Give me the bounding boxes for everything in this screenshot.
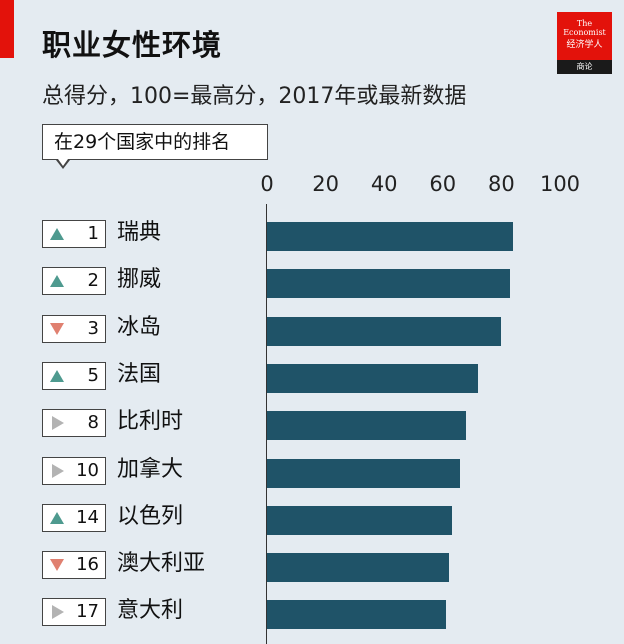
country-label: 比利时 [117,409,184,435]
rank-header-label: 在29个国家中的排名 [42,124,268,160]
rank-number: 3 [87,317,99,339]
chart-row: 1 瑞典 [0,212,624,260]
logo-line-3: 经济学人 [566,40,603,50]
up-arrow-icon [50,275,64,288]
country-label: 法国 [117,361,162,387]
score-bar [267,269,511,299]
rank-number: 2 [87,270,99,292]
rank-number: 5 [87,364,99,386]
rank-number: 17 [76,601,99,623]
logo-line-4: 商论 [557,60,612,74]
chart-row: 5 法国 [0,354,624,402]
chart-row: 16 澳大利亚 [0,543,624,591]
country-label: 瑞典 [117,220,162,245]
rank-badge: 16 [42,551,106,580]
score-bar [267,363,478,393]
score-bar [267,458,461,488]
right-arrow-icon [52,416,64,431]
x-tick-label: 80 [488,172,515,196]
rank-number: 14 [76,506,99,528]
rank-badge: 10 [42,456,106,485]
chart-row: 17 意大利 [0,590,624,638]
x-tick-label: 100 [539,172,581,196]
rank-number: 16 [76,554,99,576]
y-axis-baseline [266,204,267,644]
chart-row: 2 挪威 [0,259,624,307]
chart-title: 职业女性环境 [42,28,223,62]
score-bar [267,222,514,251]
chart-row: 3 冰岛 [0,307,624,355]
chart-row: 14 以色列 [0,496,624,544]
rank-number: 1 [87,223,99,244]
country-label: 以色列 [117,503,184,529]
rank-badge: 5 [42,361,106,390]
rank-badge: 1 [42,220,106,248]
score-bar [267,553,449,583]
logo-line-2: Economist [563,28,606,37]
country-label: 意大利 [117,598,184,624]
country-label: 加拿大 [117,456,184,482]
x-tick-label: 60 [429,172,457,196]
x-tick-label: 20 [312,172,339,196]
country-label: 澳大利亚 [117,551,206,577]
chart-row: 8 比利时 [0,401,624,449]
score-bar [267,600,446,630]
x-tick-label: 0 [260,172,274,196]
score-bar [267,411,467,441]
chart-row: 10 加拿大 [0,449,624,497]
down-arrow-icon [50,559,64,572]
up-arrow-icon [50,369,64,382]
rank-number: 10 [76,459,99,481]
brand-red-tab [0,0,14,58]
down-arrow-icon [50,322,64,335]
rank-number: 8 [87,412,99,434]
up-arrow-icon [50,511,64,524]
right-arrow-icon [52,463,64,478]
rank-header-pointer-fill [58,159,68,166]
rank-badge: 2 [42,267,106,296]
country-label: 挪威 [117,267,162,293]
rank-badge: 14 [42,503,106,532]
x-tick-label: 40 [370,172,398,196]
economist-logo: The Economist 经济学人 商论 [557,12,612,74]
logo-line-1: The [576,19,593,28]
rank-badge: 17 [42,598,106,627]
up-arrow-icon [50,228,64,240]
right-arrow-icon [52,605,64,620]
score-bar [267,316,502,346]
score-bar [267,505,452,535]
rank-badge: 3 [42,314,106,343]
rank-badge: 8 [42,409,106,438]
chart-subtitle: 总得分，100=最高分，2017年或最新数据 [42,84,467,109]
country-label: 冰岛 [117,314,162,340]
